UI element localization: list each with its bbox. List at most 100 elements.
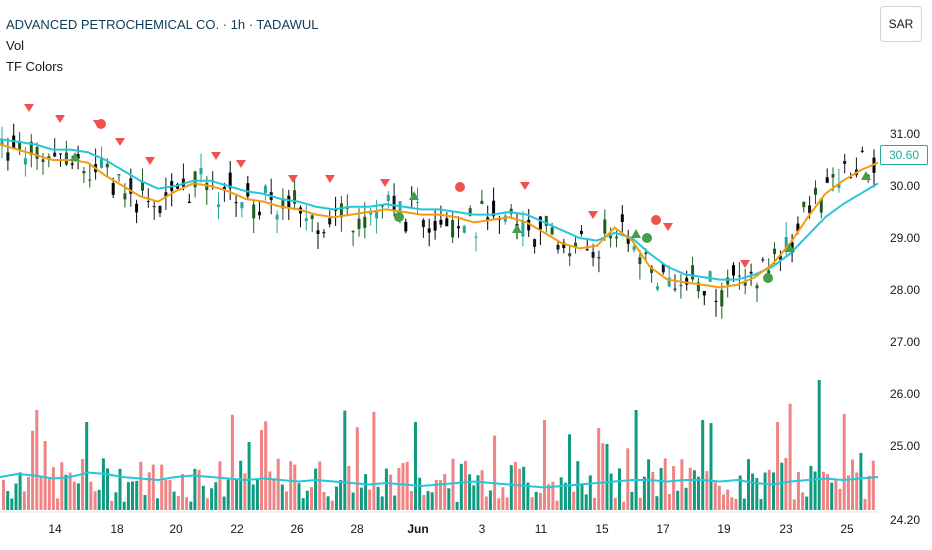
volume-bar — [663, 458, 667, 510]
candle-body — [275, 214, 279, 220]
sell-signal-marker — [236, 160, 246, 168]
volume-bar — [709, 423, 713, 510]
candle-body — [620, 214, 624, 222]
volume-bar — [659, 467, 663, 510]
volume-bar — [68, 472, 72, 510]
volume-bar — [214, 482, 218, 510]
buy-signal-marker — [861, 171, 871, 180]
volume-bar — [314, 468, 318, 510]
sell-signal-marker — [24, 104, 34, 112]
candle-body — [556, 245, 560, 250]
volume-bar — [559, 477, 563, 510]
volume-bar — [642, 476, 646, 510]
volume-bar — [297, 483, 301, 510]
volume-bar — [51, 467, 55, 510]
candle-body — [199, 168, 203, 175]
volume-bar — [688, 467, 692, 510]
sell-signal-marker — [55, 115, 65, 123]
volume-bar — [101, 458, 105, 510]
candle-body — [726, 277, 730, 285]
volume-bar — [846, 475, 850, 510]
candle-body — [761, 259, 765, 261]
volume-bar — [588, 475, 592, 510]
candle-body — [111, 183, 115, 195]
volume-bar — [572, 491, 576, 510]
candle-body — [252, 204, 256, 219]
candle-body — [831, 174, 835, 178]
volume-bar — [821, 471, 825, 510]
candle-body — [123, 193, 127, 200]
candle-body — [696, 282, 700, 292]
candle-body — [59, 153, 62, 155]
currency-button[interactable]: SAR — [880, 6, 922, 42]
volume-bar — [409, 491, 413, 510]
volume-bar — [526, 482, 530, 510]
buy-signal-marker — [631, 229, 641, 238]
candle-body — [632, 246, 636, 251]
volume-bar — [239, 460, 243, 510]
volume-bar — [380, 496, 384, 510]
volume-bar — [126, 482, 130, 510]
candle-body — [527, 219, 531, 231]
candle-body — [673, 288, 677, 290]
x-axis-tick: 18 — [110, 522, 124, 536]
volume-bar — [156, 498, 159, 510]
candle-body — [0, 138, 4, 146]
volume-bar — [280, 484, 284, 510]
volume-bar — [405, 462, 409, 510]
volume-indicator-label[interactable]: Vol — [6, 38, 25, 53]
volume-bar — [439, 480, 442, 510]
sell-signal-marker — [588, 211, 598, 219]
candle-body — [509, 208, 513, 214]
volume-bar — [609, 473, 613, 510]
tf-colors-indicator-label[interactable]: TF Colors — [6, 59, 64, 74]
volume-bar — [451, 458, 455, 510]
candle-body — [562, 242, 566, 249]
volume-bar — [197, 469, 201, 510]
volume-bar — [131, 481, 134, 510]
volume-bar — [630, 491, 634, 510]
volume-bar — [455, 501, 459, 510]
volume-bar — [705, 471, 709, 510]
volume-bar — [76, 483, 80, 510]
candle-body — [538, 216, 542, 230]
volume-bar — [563, 482, 567, 510]
y-axis-tick: 28.00 — [890, 283, 920, 297]
volume-bar — [310, 487, 313, 510]
symbol-title[interactable]: ADVANCED PETROCHEMICAL CO. · 1h · TADAWU… — [6, 17, 319, 32]
candle-body — [135, 203, 139, 213]
candle-body — [363, 216, 367, 228]
volume-bar — [717, 485, 721, 510]
candle-body — [860, 150, 864, 152]
sell-dot-marker — [455, 182, 465, 192]
candle-body — [222, 186, 226, 190]
volume-bar — [684, 487, 688, 510]
candle-body — [117, 174, 121, 176]
candle-body — [737, 275, 741, 277]
volume-bar — [593, 497, 596, 510]
volume-bar — [676, 490, 680, 510]
volume-bar — [730, 497, 734, 510]
candle-body — [749, 271, 753, 274]
chart-legend: ADVANCED PETROCHEMICAL CO. · 1h · TADAWU… — [6, 14, 319, 77]
volume-bar — [189, 501, 193, 510]
candle-body — [41, 159, 45, 162]
candle-body — [521, 221, 525, 237]
volume-bar — [547, 484, 551, 510]
buy-dot-marker — [763, 273, 773, 283]
volume-bar — [164, 479, 168, 510]
volume-bar — [305, 490, 309, 510]
volume-bar — [443, 474, 447, 510]
candle-body — [100, 157, 103, 168]
volume-bar — [201, 485, 205, 510]
candle-body — [351, 231, 355, 233]
candle-body — [626, 236, 630, 244]
volume-bar — [851, 459, 854, 510]
volume-bar — [106, 468, 109, 510]
volume-bar — [110, 500, 114, 510]
x-axis-tick: 11 — [535, 522, 548, 536]
volume-bar — [647, 459, 651, 510]
candle-body — [591, 252, 595, 258]
y-axis-tick: 29.00 — [890, 231, 920, 245]
